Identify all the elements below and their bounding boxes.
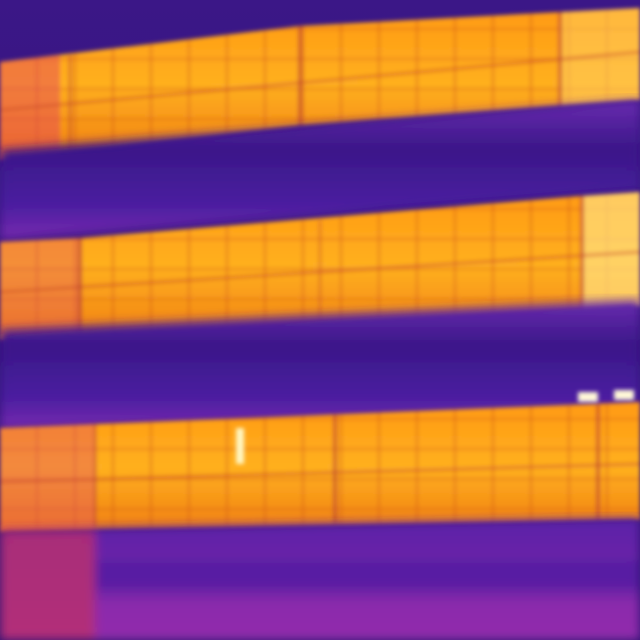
gap-row-1 <box>0 100 640 240</box>
hotspot-3 <box>614 390 634 400</box>
panel-row-lower <box>0 402 640 532</box>
hotspot-2 <box>578 392 598 402</box>
hotspot-1 <box>236 428 244 464</box>
hotspot-markers <box>236 390 634 464</box>
panel-row-top <box>0 8 640 160</box>
bottom-ground <box>0 518 640 640</box>
panel-row-middle <box>0 192 640 340</box>
gap-row-2 <box>0 300 640 430</box>
